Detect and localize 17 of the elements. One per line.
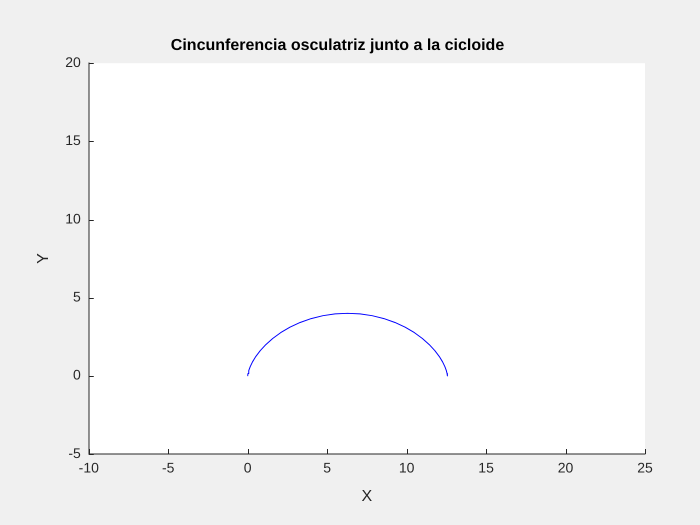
x-tick-label: 5 [323,459,332,476]
y-tick-label: 5 [72,288,81,305]
y-tick-label: 10 [65,210,81,226]
x-tick-label: 20 [558,459,574,476]
x-axis-title: X [362,488,373,505]
x-tick-label: 0 [244,459,252,476]
y-tick-label: 20 [65,54,81,70]
y-axis-title: Y [35,252,52,264]
chart-title: Cincunferencia osculatriz junto a la cicloide [170,37,504,54]
x-tick-label: 10 [398,459,415,476]
y-tick-label: 15 [65,132,81,148]
x-tick-label: -10 [78,459,100,476]
x-tick-label: -5 [162,459,175,476]
y-tick-label: -5 [68,444,81,461]
x-tick-label: 15 [478,459,494,476]
x-tick-label: 25 [637,459,653,476]
y-tick-label: 0 [72,366,81,383]
